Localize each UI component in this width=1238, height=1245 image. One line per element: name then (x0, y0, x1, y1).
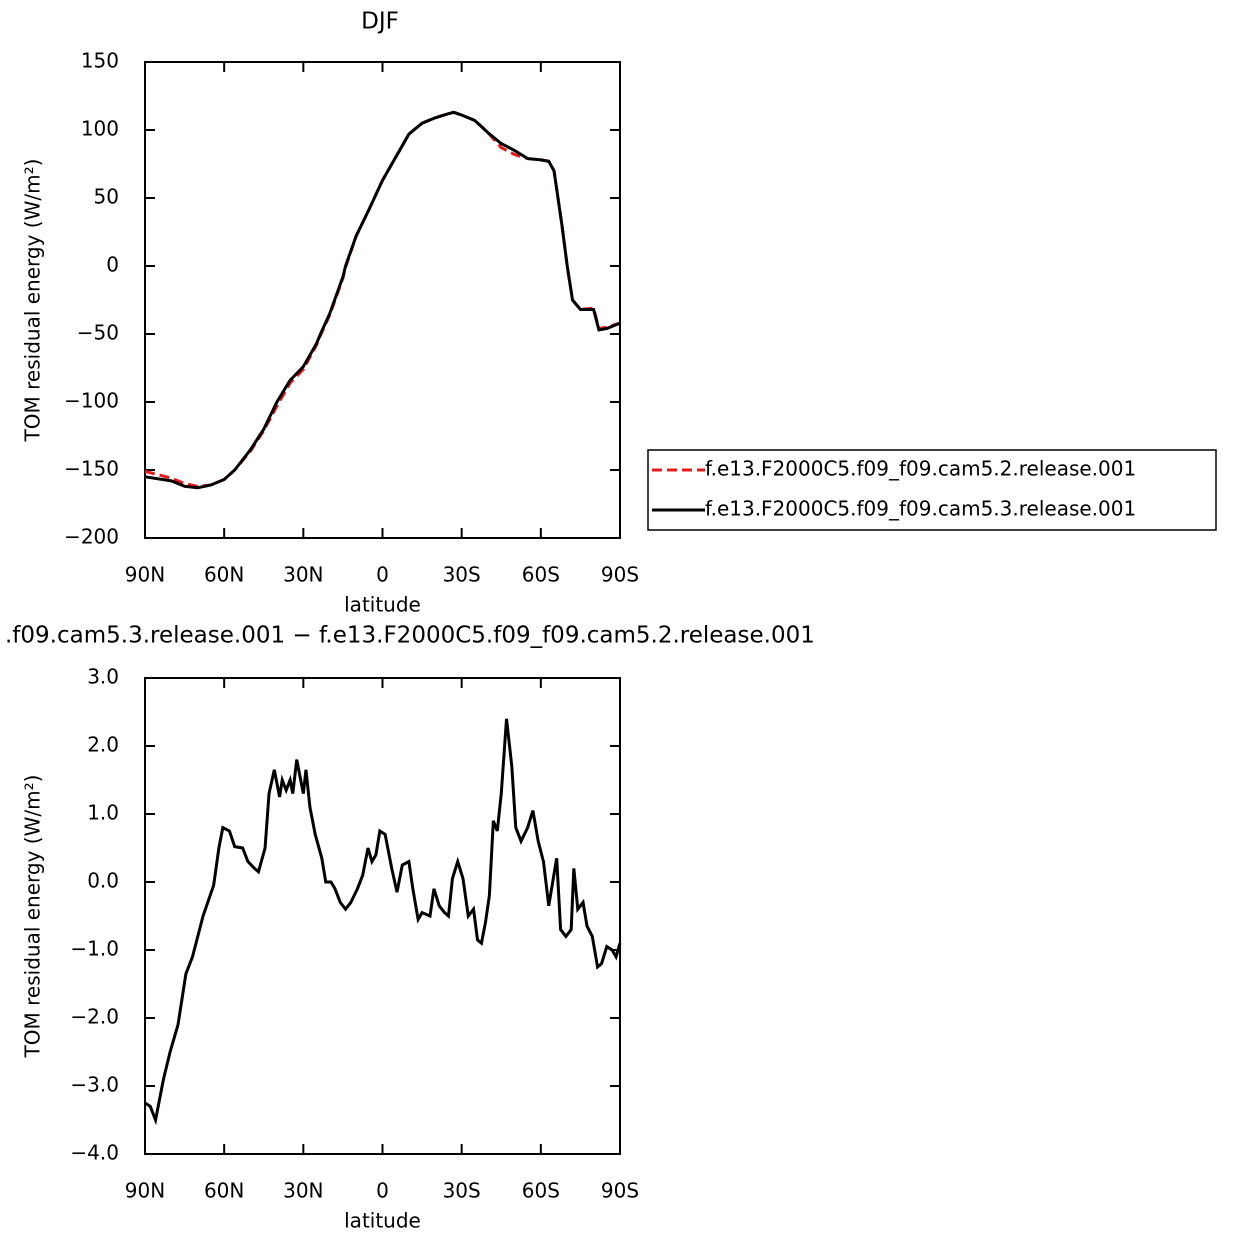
x-tick-label: 90S (601, 1179, 639, 1203)
y-tick-label: −4.0 (70, 1141, 119, 1165)
y-tick-label: 3.0 (87, 665, 119, 689)
y-tick-label: 0 (106, 253, 119, 277)
legend-label: f.e13.F2000C5.f09_f09.cam5.2.release.001 (705, 457, 1136, 481)
x-tick-label: 0 (376, 563, 389, 587)
y-tick-label: 100 (81, 117, 119, 141)
x-axis-label: latitude (344, 593, 421, 617)
data-line (144, 110, 621, 490)
y-tick-label: −150 (64, 457, 119, 481)
data-line (144, 718, 622, 1126)
x-tick-label: 60N (204, 563, 244, 587)
x-tick-label: 30S (443, 1179, 481, 1203)
x-tick-label: 90N (125, 563, 165, 587)
x-tick-label: 90N (125, 1179, 165, 1203)
y-tick-label: −100 (64, 389, 119, 413)
y-tick-label: −2.0 (70, 1005, 119, 1029)
x-tick-label: 30N (283, 563, 323, 587)
plot-frame (144, 677, 621, 1155)
chart-title: DJF (361, 9, 399, 35)
y-tick-label: 50 (94, 185, 119, 209)
y-axis-label: TOM residual energy (W/m²) (21, 159, 45, 443)
y-tick-label: 2.0 (87, 733, 119, 757)
y-tick-label: −200 (64, 525, 119, 549)
x-axis-label: latitude (344, 1209, 421, 1233)
x-tick-label: 60N (204, 1179, 244, 1203)
legend-label: f.e13.F2000C5.f09_f09.cam5.3.release.001 (705, 497, 1136, 521)
x-tick-label: 60S (522, 1179, 560, 1203)
data-line (144, 110, 621, 488)
x-tick-label: 30S (443, 563, 481, 587)
chart-title: .f09.cam5.3.release.001 − f.e13.F2000C5.… (5, 623, 815, 649)
x-tick-label: 0 (376, 1179, 389, 1203)
x-tick-label: 90S (601, 563, 639, 587)
y-axis-label: TOM residual energy (W/m²) (21, 775, 45, 1059)
x-tick-label: 60S (522, 563, 560, 587)
y-tick-label: −50 (77, 321, 119, 345)
plot-frame (144, 61, 621, 539)
legend-box (647, 449, 1217, 531)
y-tick-label: 0.0 (87, 869, 119, 893)
y-tick-label: −3.0 (70, 1073, 119, 1097)
x-tick-label: 30N (283, 1179, 323, 1203)
y-tick-label: −1.0 (70, 937, 119, 961)
y-tick-label: 150 (81, 49, 119, 73)
y-tick-label: 1.0 (87, 801, 119, 825)
